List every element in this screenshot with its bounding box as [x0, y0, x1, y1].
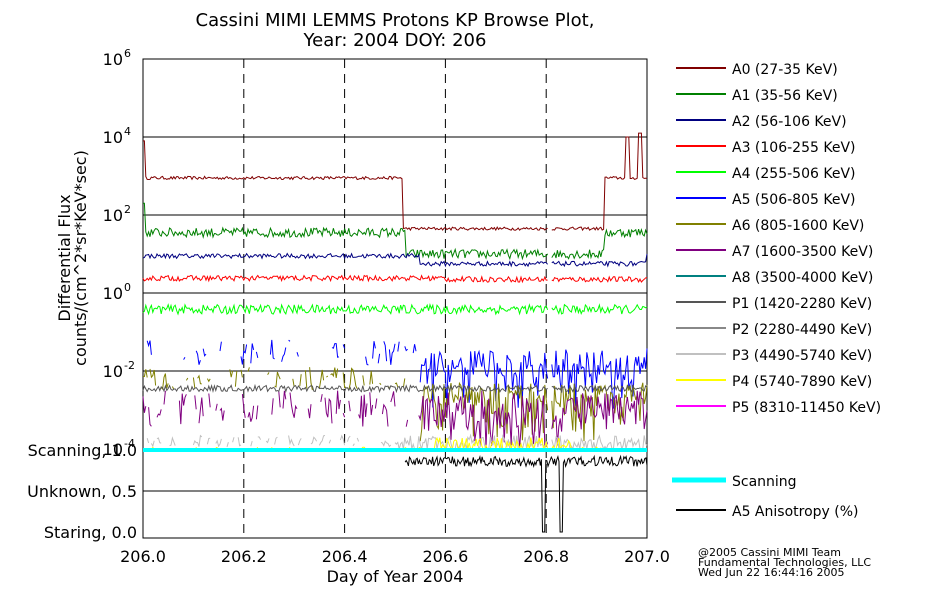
y-tick-label: 10	[103, 50, 123, 69]
series-line	[143, 202, 648, 261]
y-tick-label: 10	[103, 206, 123, 225]
series-line	[142, 252, 648, 268]
legend-label: A3 (106-255 KeV)	[732, 140, 855, 156]
mode-panel: Scanning, 1.0 Unknown, 0.5 Staring, 0.0	[27, 441, 648, 542]
legend: A0 (27-35 KeV) A1 (35-56 KeV) A2 (56-106 K…	[672, 62, 881, 520]
legend-label: A7 (1600-3500 KeV)	[732, 244, 873, 260]
legend-label: A4 (255-506 KeV)	[732, 166, 855, 182]
legend-label: P5 (8310-11450 KeV)	[732, 400, 881, 416]
flux-panel	[142, 58, 648, 538]
y-tick-exponent: 2	[124, 203, 131, 216]
mode-axis-label: Staring, 0.0	[44, 523, 137, 542]
y-tick-exponent: 6	[124, 47, 131, 60]
series-line	[142, 303, 648, 316]
chart-subtitle: Year: 2004 DOY: 206	[303, 30, 487, 51]
y-tick-exponent: -2	[124, 359, 135, 372]
legend-label: P2 (2280-4490 KeV)	[732, 322, 872, 338]
y-tick-label: 10	[103, 440, 123, 459]
series-line	[143, 132, 647, 232]
x-axis-label: Day of Year 2004	[327, 567, 464, 586]
legend-label-scanning: Scanning	[732, 474, 797, 490]
mode-axis-label: Scanning, 1.0	[28, 441, 137, 460]
series-line	[142, 367, 648, 442]
legend-label: A2 (56-106 KeV)	[732, 114, 847, 130]
series-line	[142, 383, 648, 394]
series-line	[146, 433, 648, 451]
y-tick-label: 10	[103, 284, 123, 303]
x-tick-label: 206.0	[120, 547, 166, 566]
y-axis-label-line1: Differential Flux	[55, 194, 74, 321]
y-axis-label-line2: counts/(cm^2*sr*KeV*sec)	[71, 150, 90, 366]
x-tick-label: 206.4	[322, 547, 368, 566]
chart-title: Cassini MIMI LEMMS Protons KP Browse Plo…	[196, 10, 595, 31]
x-axis: 206.0 206.2 206.4 206.6 206.8 207.0	[120, 547, 670, 566]
legend-label: A0 (27-35 KeV)	[732, 62, 838, 78]
y-tick-label: 10	[103, 128, 123, 147]
x-tick-label: 207.0	[624, 547, 670, 566]
y-axis-label: Differential Flux counts/(cm^2*sr*KeV*se…	[55, 150, 90, 366]
y-tick-exponent: -4	[124, 437, 135, 450]
legend-label: A5 (506-805 KeV)	[732, 192, 855, 208]
credit-line-3: Wed Jun 22 16:44:16 2005	[698, 566, 845, 579]
mode-panel-frame	[142, 448, 648, 539]
series-line	[146, 339, 648, 409]
mode-axis-label: Unknown, 0.5	[27, 482, 137, 501]
legend-label: A6 (805-1600 KeV)	[732, 218, 864, 234]
credit-line-1: @2005 Cassini MIMI Team	[698, 546, 841, 559]
legend-label: P4 (5740-7890 KeV)	[732, 374, 872, 390]
series-line	[142, 274, 648, 284]
anisotropy-line	[404, 454, 648, 533]
legend-label: P3 (4490-5740 KeV)	[732, 348, 872, 364]
x-tick-label: 206.6	[422, 547, 468, 566]
x-tick-label: 206.2	[221, 547, 267, 566]
x-tick-label: 206.8	[523, 547, 569, 566]
y-tick-exponent: 4	[124, 125, 131, 138]
series-line	[142, 390, 648, 450]
credit-line-2: Fundamental Technologies, LLC	[698, 556, 871, 569]
legend-label: P1 (1420-2280 KeV)	[732, 296, 872, 312]
legend-label: A8 (3500-4000 KeV)	[732, 270, 873, 286]
y-tick-exponent: 0	[124, 281, 131, 294]
legend-label-anisotropy: A5 Anisotropy (%)	[732, 504, 859, 520]
legend-label: A1 (35-56 KeV)	[732, 88, 838, 104]
y-tick-label: 10	[103, 362, 123, 381]
